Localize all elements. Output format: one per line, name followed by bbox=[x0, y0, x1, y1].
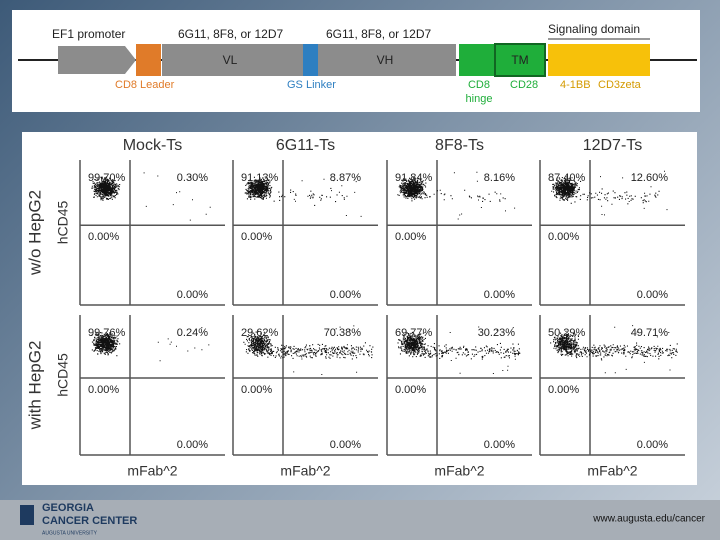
logo-text: GEORGIA bbox=[42, 502, 94, 514]
promoter bbox=[58, 46, 136, 74]
segment-label: TM bbox=[511, 53, 528, 67]
event-dots bbox=[397, 326, 521, 374]
quadrant-pct: 30.23% bbox=[478, 327, 516, 339]
vl bbox=[162, 44, 303, 76]
quadrant-pct: 91.13% bbox=[241, 172, 279, 184]
label: GS Linker bbox=[287, 79, 336, 91]
quadrant-pct: 0.00% bbox=[177, 439, 208, 451]
row-y-label: hCD45 bbox=[55, 353, 71, 397]
quadrant-pct: 0.00% bbox=[241, 231, 272, 243]
x-axis-label: mFab^2 bbox=[434, 463, 484, 479]
vh bbox=[318, 44, 456, 76]
quadrant-pct: 0.00% bbox=[330, 289, 361, 301]
event-dots bbox=[551, 170, 668, 216]
quadrant-pct: 0.00% bbox=[484, 289, 515, 301]
url: www.augusta.edu/cancer bbox=[592, 514, 705, 525]
label: EF1 promoter bbox=[52, 27, 125, 41]
quadrant-pct: 0.00% bbox=[548, 384, 579, 396]
event-dots bbox=[244, 176, 362, 217]
quadrant-pct: 0.00% bbox=[548, 231, 579, 243]
quadrant-pct: 0.00% bbox=[637, 289, 668, 301]
hinge-label-box: CD8 hinge bbox=[465, 79, 493, 105]
logo-icon bbox=[20, 505, 34, 525]
quadrant-pct: 99.70% bbox=[88, 172, 126, 184]
row-y-label: hCD45 bbox=[55, 201, 71, 245]
quadrant-pct: 0.00% bbox=[395, 384, 426, 396]
column-title: 8F8-Ts bbox=[435, 137, 484, 154]
quadrant-pct: 87.40% bbox=[548, 172, 586, 184]
quadrant-pct: 0.00% bbox=[177, 289, 208, 301]
quadrant-pct: 8.87% bbox=[330, 172, 361, 184]
footer-bar bbox=[0, 500, 720, 540]
x-axis-label: mFab^2 bbox=[127, 463, 177, 479]
segment-label: VL bbox=[223, 53, 238, 67]
tm bbox=[494, 43, 546, 77]
leader bbox=[136, 44, 161, 76]
quadrant-pct: 0.00% bbox=[637, 439, 668, 451]
flow-panel bbox=[22, 132, 697, 485]
column-title: 6G11-Ts bbox=[276, 137, 335, 154]
x-axis-label: mFab^2 bbox=[280, 463, 330, 479]
column-title: 12D7-Ts bbox=[583, 137, 643, 154]
signaling bbox=[548, 44, 650, 76]
quadrant-pct: 91.84% bbox=[395, 172, 433, 184]
quadrant-pct: 49.71% bbox=[631, 327, 669, 339]
quadrant-pct: 0.00% bbox=[241, 384, 272, 396]
column-title: Mock-Ts bbox=[123, 137, 183, 154]
quadrant-pct: 99.76% bbox=[88, 327, 126, 339]
label: CD8 hinge bbox=[465, 79, 493, 105]
quadrant-pct: 29.62% bbox=[241, 327, 279, 339]
label: CD8 Leader bbox=[115, 79, 175, 91]
quadrant-pct: 8.16% bbox=[484, 172, 515, 184]
quadrant-pct: 0.24% bbox=[177, 327, 208, 339]
label: 6G11, 8F8, or 12D7 bbox=[178, 27, 283, 41]
quadrant-pct: 0.00% bbox=[395, 231, 426, 243]
label: CD3zeta bbox=[598, 79, 642, 91]
quadrant-pct: 0.00% bbox=[330, 439, 361, 451]
label: CD28 bbox=[510, 79, 538, 91]
quadrant-pct: 50.29% bbox=[548, 327, 586, 339]
quadrant-pct: 0.00% bbox=[88, 231, 119, 243]
label: 4-1BB bbox=[560, 79, 591, 91]
quadrant-pct: 70.38% bbox=[324, 327, 362, 339]
x-axis-label: mFab^2 bbox=[587, 463, 637, 479]
label: 6G11, 8F8, or 12D7 bbox=[326, 27, 431, 41]
quadrant-pct: 12.60% bbox=[631, 172, 669, 184]
quadrant-pct: 69.77% bbox=[395, 327, 433, 339]
logo-text: AUGUSTA UNIVERSITY bbox=[42, 530, 98, 536]
quadrant-pct: 0.00% bbox=[88, 384, 119, 396]
row-condition: with HepG2 bbox=[25, 341, 44, 431]
row-condition: w/o HepG2 bbox=[25, 190, 44, 276]
label: Signaling domain bbox=[548, 22, 640, 36]
quadrant-pct: 0.30% bbox=[177, 172, 208, 184]
event-dots bbox=[550, 325, 678, 374]
segment-label: VH bbox=[377, 53, 394, 67]
hinge bbox=[459, 44, 495, 76]
logo-text: CANCER CENTER bbox=[42, 515, 137, 527]
linker bbox=[303, 44, 318, 76]
quadrant-pct: 0.00% bbox=[484, 439, 515, 451]
